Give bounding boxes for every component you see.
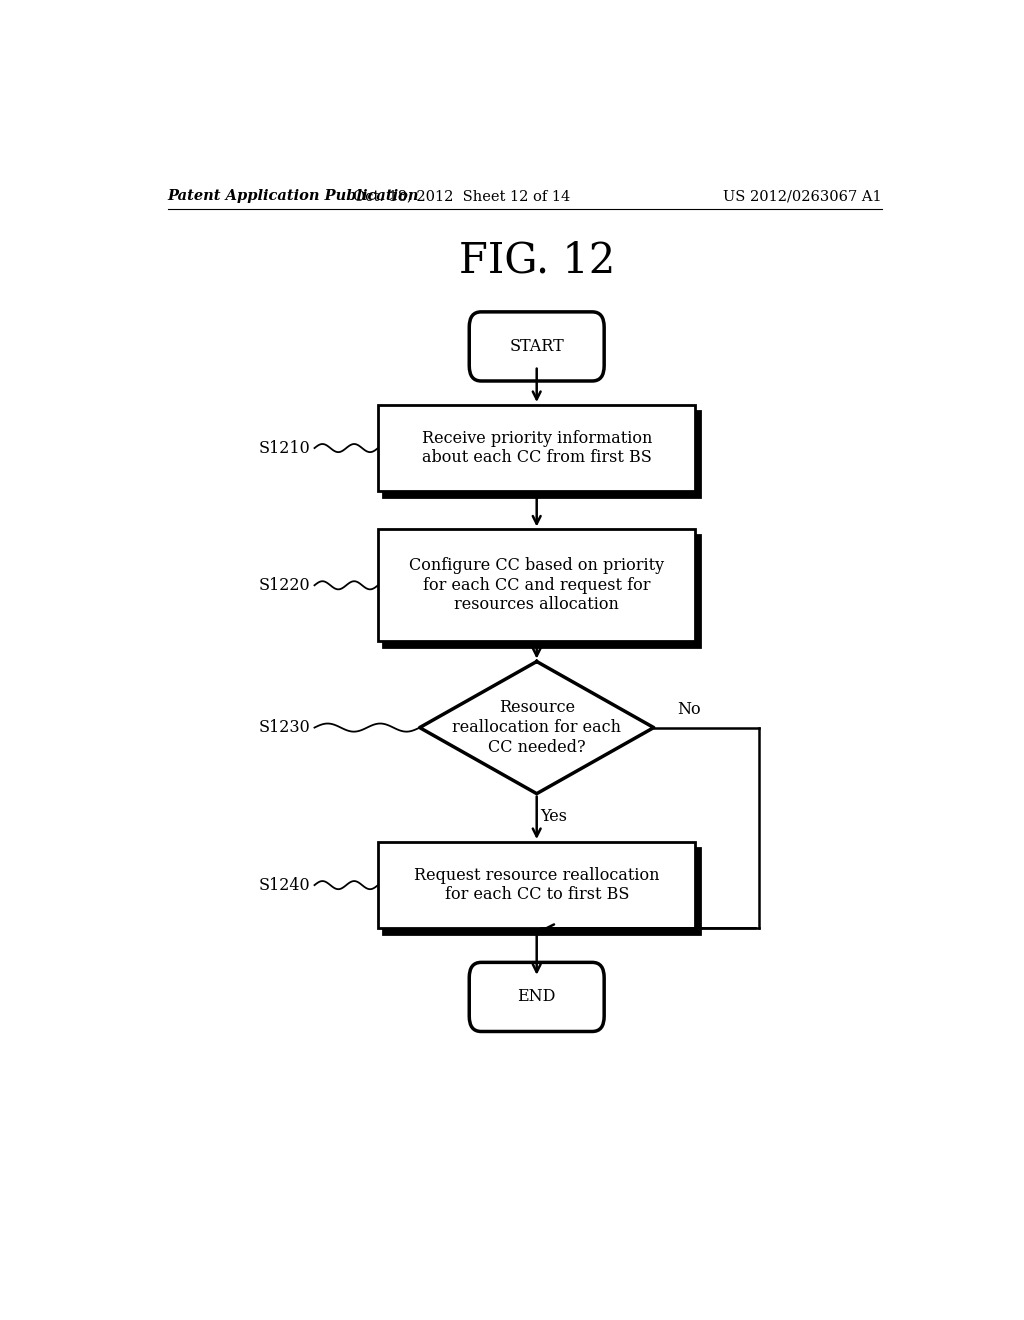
Bar [378, 842, 695, 928]
Text: Configure CC based on priority
for each CC and request for
resources allocation: Configure CC based on priority for each … [410, 557, 665, 614]
Text: S1240: S1240 [259, 876, 310, 894]
Text: FIG. 12: FIG. 12 [459, 239, 614, 281]
Text: Yes: Yes [541, 808, 567, 825]
Text: US 2012/0263067 A1: US 2012/0263067 A1 [723, 189, 882, 203]
Bar [383, 411, 700, 498]
Bar [383, 536, 700, 647]
Bar [378, 529, 695, 642]
Text: Resource
reallocation for each
CC needed?: Resource reallocation for each CC needed… [453, 700, 622, 755]
Text: S1210: S1210 [259, 440, 310, 457]
Polygon shape [420, 661, 653, 793]
Text: END: END [517, 989, 556, 1006]
Bar [378, 405, 695, 491]
Text: START: START [509, 338, 564, 355]
Text: S1230: S1230 [259, 719, 310, 737]
Text: Oct. 18, 2012  Sheet 12 of 14: Oct. 18, 2012 Sheet 12 of 14 [352, 189, 570, 203]
Text: Patent Application Publication: Patent Application Publication [168, 189, 419, 203]
Text: Receive priority information
about each CC from first BS: Receive priority information about each … [422, 430, 652, 466]
Text: No: No [678, 701, 701, 718]
FancyBboxPatch shape [469, 312, 604, 381]
FancyBboxPatch shape [469, 962, 604, 1031]
Text: S1220: S1220 [259, 577, 310, 594]
Text: Request resource reallocation
for each CC to first BS: Request resource reallocation for each C… [414, 867, 659, 903]
Bar [383, 847, 700, 935]
